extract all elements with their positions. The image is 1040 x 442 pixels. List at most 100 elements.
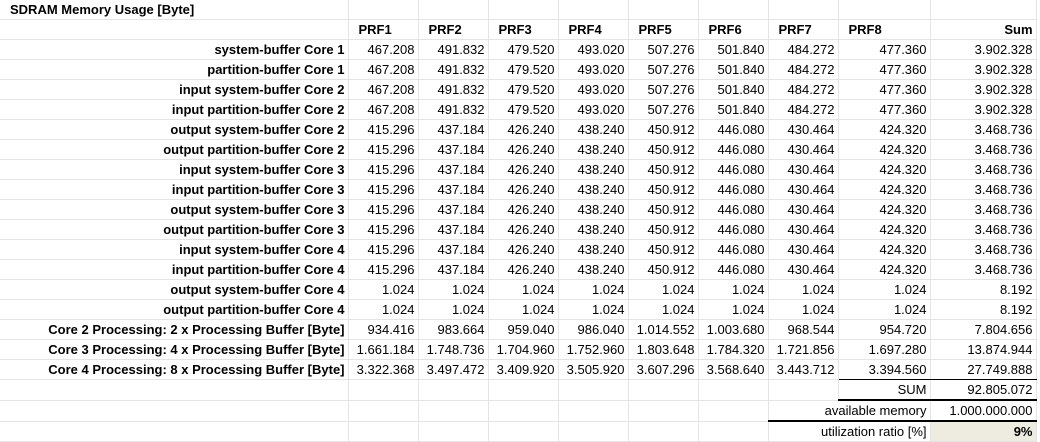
value-cell[interactable]: 1.803.648 xyxy=(628,339,699,360)
row-label[interactable]: input system-buffer Core 2 xyxy=(0,79,349,100)
value-cell[interactable]: 479.520 xyxy=(488,79,559,100)
value-cell[interactable]: 446.080 xyxy=(698,219,769,240)
sum-total-label[interactable]: SUM xyxy=(838,379,931,401)
header-prf6[interactable]: PRF6 xyxy=(698,19,769,40)
value-cell[interactable]: 424.320 xyxy=(838,179,931,200)
value-cell[interactable]: 493.020 xyxy=(558,99,629,120)
value-cell[interactable]: 437.184 xyxy=(418,139,489,160)
value-cell[interactable]: 430.464 xyxy=(768,199,839,220)
row-label[interactable]: output partition-buffer Core 2 xyxy=(0,139,349,160)
header-prf1[interactable]: PRF1 xyxy=(348,19,419,40)
value-cell[interactable]: 438.240 xyxy=(558,159,629,180)
value-cell[interactable]: 446.080 xyxy=(698,119,769,140)
value-cell[interactable]: 479.520 xyxy=(488,39,559,60)
header-sum[interactable]: Sum xyxy=(930,19,1037,40)
value-cell[interactable]: 450.912 xyxy=(628,239,699,260)
sum-cell[interactable]: 27.749.888 xyxy=(930,359,1037,380)
value-cell[interactable]: 450.912 xyxy=(628,179,699,200)
sum-cell[interactable]: 8.192 xyxy=(930,299,1037,320)
sum-cell[interactable]: 3.468.736 xyxy=(930,199,1037,220)
value-cell[interactable]: 415.296 xyxy=(348,179,419,200)
value-cell[interactable]: 1.024 xyxy=(838,299,931,320)
value-cell[interactable]: 1.752.960 xyxy=(558,339,629,360)
value-cell[interactable]: 1.024 xyxy=(768,299,839,320)
value-cell[interactable]: 430.464 xyxy=(768,159,839,180)
row-label[interactable]: input system-buffer Core 4 xyxy=(0,239,349,260)
value-cell[interactable]: 477.360 xyxy=(838,59,931,80)
value-cell[interactable]: 1.024 xyxy=(628,299,699,320)
value-cell[interactable]: 450.912 xyxy=(628,159,699,180)
value-cell[interactable]: 493.020 xyxy=(558,79,629,100)
value-cell[interactable]: 3.443.712 xyxy=(768,359,839,380)
value-cell[interactable]: 1.024 xyxy=(418,299,489,320)
value-cell[interactable]: 430.464 xyxy=(768,139,839,160)
value-cell[interactable]: 415.296 xyxy=(348,239,419,260)
row-label[interactable]: partition-buffer Core 1 xyxy=(0,59,349,80)
value-cell[interactable]: 1.024 xyxy=(488,299,559,320)
value-cell[interactable]: 438.240 xyxy=(558,239,629,260)
value-cell[interactable]: 493.020 xyxy=(558,59,629,80)
value-cell[interactable]: 3.409.920 xyxy=(488,359,559,380)
row-label[interactable]: output system-buffer Core 4 xyxy=(0,279,349,300)
value-cell[interactable]: 438.240 xyxy=(558,119,629,140)
value-cell[interactable]: 501.840 xyxy=(698,99,769,120)
value-cell[interactable]: 1.024 xyxy=(558,279,629,300)
value-cell[interactable]: 467.208 xyxy=(348,79,419,100)
value-cell[interactable]: 501.840 xyxy=(698,79,769,100)
value-cell[interactable]: 424.320 xyxy=(838,219,931,240)
value-cell[interactable]: 450.912 xyxy=(628,199,699,220)
value-cell[interactable]: 424.320 xyxy=(838,139,931,160)
value-cell[interactable]: 3.505.920 xyxy=(558,359,629,380)
value-cell[interactable]: 1.024 xyxy=(418,279,489,300)
value-cell[interactable]: 437.184 xyxy=(418,119,489,140)
value-cell[interactable]: 426.240 xyxy=(488,159,559,180)
value-cell[interactable]: 426.240 xyxy=(488,259,559,280)
value-cell[interactable]: 437.184 xyxy=(418,219,489,240)
value-cell[interactable]: 430.464 xyxy=(768,219,839,240)
header-prf8[interactable]: PRF8 xyxy=(838,19,931,40)
value-cell[interactable]: 437.184 xyxy=(418,159,489,180)
sum-cell[interactable]: 3.468.736 xyxy=(930,219,1037,240)
value-cell[interactable]: 424.320 xyxy=(838,259,931,280)
row-label[interactable]: output partition-buffer Core 4 xyxy=(0,299,349,320)
value-cell[interactable]: 446.080 xyxy=(698,199,769,220)
value-cell[interactable]: 507.276 xyxy=(628,59,699,80)
value-cell[interactable]: 484.272 xyxy=(768,39,839,60)
sum-cell[interactable]: 8.192 xyxy=(930,279,1037,300)
value-cell[interactable]: 491.832 xyxy=(418,79,489,100)
value-cell[interactable]: 446.080 xyxy=(698,139,769,160)
value-cell[interactable]: 934.416 xyxy=(348,319,419,340)
value-cell[interactable]: 484.272 xyxy=(768,99,839,120)
value-cell[interactable]: 959.040 xyxy=(488,319,559,340)
value-cell[interactable]: 1.024 xyxy=(768,279,839,300)
value-cell[interactable]: 450.912 xyxy=(628,219,699,240)
value-cell[interactable]: 450.912 xyxy=(628,259,699,280)
value-cell[interactable]: 1.014.552 xyxy=(628,319,699,340)
row-label[interactable]: Core 4 Processing: 8 x Processing Buffer… xyxy=(0,359,349,380)
value-cell[interactable]: 424.320 xyxy=(838,239,931,260)
sum-cell[interactable]: 3.468.736 xyxy=(930,119,1037,140)
value-cell[interactable]: 467.208 xyxy=(348,99,419,120)
value-cell[interactable]: 438.240 xyxy=(558,179,629,200)
value-cell[interactable]: 477.360 xyxy=(838,79,931,100)
value-cell[interactable]: 446.080 xyxy=(698,179,769,200)
value-cell[interactable]: 1.704.960 xyxy=(488,339,559,360)
sum-cell[interactable]: 3.468.736 xyxy=(930,239,1037,260)
sum-cell[interactable]: 3.468.736 xyxy=(930,259,1037,280)
value-cell[interactable]: 430.464 xyxy=(768,119,839,140)
value-cell[interactable]: 426.240 xyxy=(488,139,559,160)
value-cell[interactable]: 415.296 xyxy=(348,199,419,220)
value-cell[interactable]: 430.464 xyxy=(768,179,839,200)
value-cell[interactable]: 467.208 xyxy=(348,39,419,60)
value-cell[interactable]: 479.520 xyxy=(488,59,559,80)
value-cell[interactable]: 424.320 xyxy=(838,159,931,180)
value-cell[interactable]: 501.840 xyxy=(698,59,769,80)
header-prf3[interactable]: PRF3 xyxy=(488,19,559,40)
value-cell[interactable]: 1.784.320 xyxy=(698,339,769,360)
value-cell[interactable]: 450.912 xyxy=(628,119,699,140)
value-cell[interactable]: 1.024 xyxy=(348,299,419,320)
value-cell[interactable]: 437.184 xyxy=(418,239,489,260)
value-cell[interactable]: 491.832 xyxy=(418,39,489,60)
row-label[interactable]: input system-buffer Core 3 xyxy=(0,159,349,180)
row-label[interactable]: output partition-buffer Core 3 xyxy=(0,219,349,240)
